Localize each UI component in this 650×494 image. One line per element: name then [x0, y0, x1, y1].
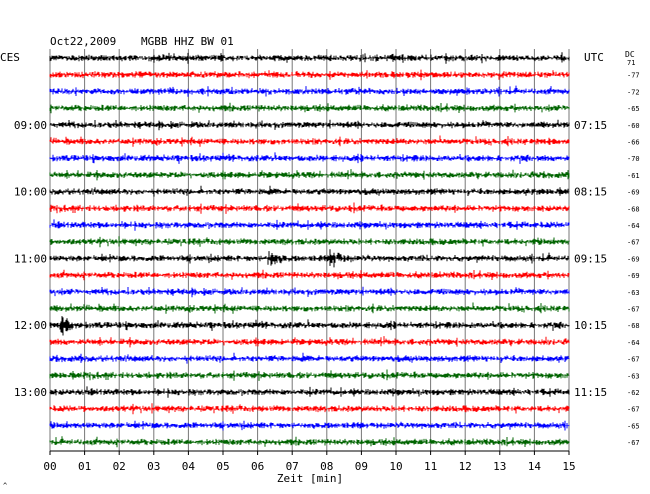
trace-row: [49, 185, 570, 197]
dc-offset-label: -66: [627, 139, 640, 147]
x-tick-label: 12: [459, 460, 472, 473]
x-tick-label: 15: [562, 460, 575, 473]
dc-label: DC: [625, 50, 635, 59]
trace-row: [49, 316, 570, 336]
trace-row: [49, 52, 570, 64]
dc-offset-label: -67: [627, 356, 640, 364]
dc-offset-label: -65: [627, 422, 640, 430]
trace-row: [49, 436, 570, 448]
dc-offset-label: -65: [627, 105, 640, 113]
x-tick-label: 00: [43, 460, 56, 473]
dc-offset-label: -62: [627, 389, 640, 397]
x-tick-label: 03: [147, 460, 160, 473]
dc-offset-label: -67: [627, 306, 640, 314]
right-hour-label: 09:15: [574, 252, 607, 265]
right-hour-label: 07:15: [574, 119, 607, 132]
x-tick-label: 04: [182, 460, 196, 473]
trace-row: [49, 336, 570, 348]
dc-offset-label: -63: [627, 289, 640, 297]
dc-offset-label: -67: [627, 439, 640, 447]
trace-row: [49, 269, 570, 281]
trace-row: [49, 249, 570, 268]
seismic-traces: [49, 52, 570, 448]
dc-offset-label: -69: [627, 189, 640, 197]
x-tick-label: 01: [78, 460, 91, 473]
left-hour-label: 11:00: [14, 252, 47, 265]
right-timezone-label: UTC: [584, 51, 604, 64]
trace-row: [49, 202, 570, 214]
dc-offset-label: -60: [627, 122, 640, 130]
header-station: MGBB HHZ BW 01: [141, 35, 234, 48]
chart-labels: Oct22,2009 MGBB HHZ BW 01 CES UTC DC Zei…: [0, 35, 640, 490]
dc-offset-label: -69: [627, 272, 640, 280]
trace-row: [49, 420, 570, 431]
dc-offset-label: -67: [627, 239, 640, 247]
header-date: Oct22,2009: [50, 35, 116, 48]
trace-row: [49, 69, 570, 81]
dc-offset-label: -68: [627, 205, 640, 213]
x-tick-label: 13: [493, 460, 506, 473]
x-tick-label: 09: [355, 460, 368, 473]
left-timezone-label: CES: [0, 51, 20, 64]
x-tick-label: 05: [216, 460, 229, 473]
trace-row: [49, 85, 570, 97]
x-tick-label: 02: [113, 460, 126, 473]
x-tick-label: 07: [286, 460, 299, 473]
trace-row: [49, 302, 570, 314]
trace-row: [49, 102, 570, 114]
dc-offset-label: -72: [627, 88, 640, 96]
right-hour-label: 08:15: [574, 186, 607, 199]
trace-row: [49, 152, 570, 164]
x-tick-label: 06: [251, 460, 264, 473]
x-tick-label: 14: [528, 460, 542, 473]
right-hour-label: 10:15: [574, 319, 607, 332]
trace-row: [49, 403, 570, 415]
dc-offset-label: -63: [627, 372, 640, 380]
trace-row: [49, 236, 570, 248]
dc-offset-label: -68: [627, 322, 640, 330]
dc-offset-label: 71: [627, 59, 635, 67]
trace-row: [49, 369, 570, 381]
dc-offset-label: -67: [627, 406, 640, 414]
corner-mark: ^: [3, 482, 7, 490]
left-hour-label: 09:00: [14, 119, 47, 132]
trace-row: [49, 135, 570, 147]
left-hour-label: 12:00: [14, 319, 47, 332]
dc-offset-label: -61: [627, 172, 640, 180]
dc-offset-label: -64: [627, 339, 640, 347]
left-hour-label: 13:00: [14, 386, 47, 399]
trace-row: [49, 169, 570, 181]
trace-row: [49, 386, 570, 398]
dc-offset-label: -64: [627, 222, 640, 230]
x-axis-label: Zeit [min]: [277, 472, 343, 485]
minute-gridlines: [49, 49, 570, 455]
trace-row: [49, 286, 570, 298]
trace-row: [49, 352, 570, 364]
x-tick-label: 11: [424, 460, 437, 473]
right-hour-label: 11:15: [574, 386, 607, 399]
dc-offset-label: -70: [627, 155, 640, 163]
trace-row: [49, 119, 570, 131]
x-tick-label: 10: [389, 460, 402, 473]
dc-offset-label: -77: [627, 72, 640, 80]
left-hour-label: 10:00: [14, 186, 47, 199]
x-tick-label: 08: [320, 460, 333, 473]
dc-offset-label: -69: [627, 255, 640, 263]
trace-row: [49, 219, 570, 231]
